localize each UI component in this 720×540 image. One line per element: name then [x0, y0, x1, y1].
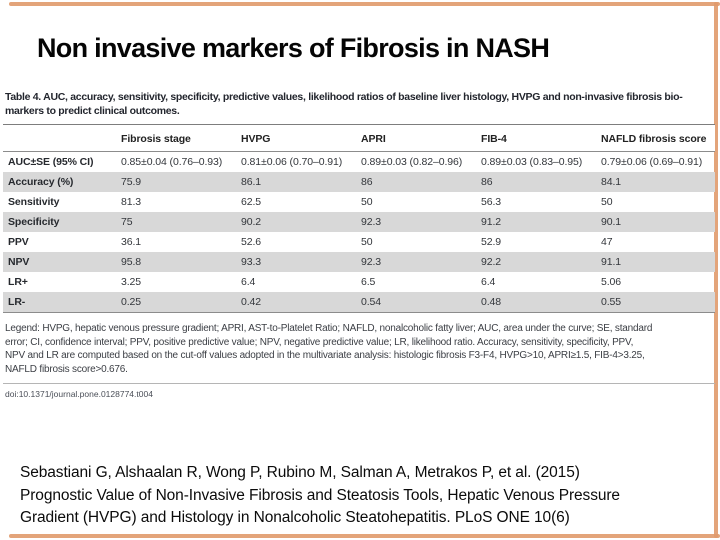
table-row: LR+ 3.25 6.4 6.5 6.4 5.06: [3, 272, 715, 292]
table-cell: 0.55: [596, 292, 715, 313]
row-label: LR-: [3, 292, 116, 313]
citation-line: Sebastiani G, Alshaalan R, Wong P, Rubin…: [20, 464, 580, 481]
table-cell: 6.4: [481, 276, 496, 288]
doi-text: doi:10.1371/journal.pone.0128774.t004: [5, 389, 153, 399]
table-figure: Table 4. AUC, accuracy, sensitivity, spe…: [3, 90, 715, 399]
table-cell: 0.48: [476, 292, 596, 313]
table-cell: 84.1: [601, 176, 622, 188]
table-cell: 6.5: [361, 276, 376, 288]
table-cell: 90.2: [241, 216, 262, 228]
table-cell: 52.6: [241, 236, 262, 248]
citation: Sebastiani G, Alshaalan R, Wong P, Rubin…: [20, 462, 620, 530]
table-body: AUC±SE (95% CI) 0.85±0.04 (0.76–0.93) 0.8…: [3, 152, 715, 313]
row-label: Specificity: [8, 216, 60, 228]
table-cell: 0.89±0.03 (0.82–0.96): [361, 156, 463, 168]
table-row: Sensitivity 81.3 62.5 50 56.3 50: [3, 192, 715, 212]
table-cell: 86.1: [241, 176, 262, 188]
slide-border-top: [9, 2, 720, 6]
column-header-fib4: FIB-4: [476, 124, 596, 152]
legend-line: NPV and LR are computed based on the cut…: [5, 350, 645, 361]
column-header-hvpg: HVPG: [236, 124, 356, 152]
table-cell: 91.1: [601, 256, 622, 268]
table-cell: 50: [361, 196, 373, 208]
table-cell: 52.9: [481, 236, 502, 248]
table-row: Specificity 75 90.2 92.3 91.2 90.1: [3, 212, 715, 232]
table-row: LR- 0.25 0.42 0.54 0.48 0.55: [3, 292, 715, 313]
table-cell: 86: [361, 176, 373, 188]
table-row: NPV 95.8 93.3 92.3 92.2 91.1: [3, 252, 715, 272]
row-label: PPV: [8, 236, 29, 248]
table-cell: 93.3: [241, 256, 262, 268]
table-cell: 90.1: [601, 216, 622, 228]
table-cell: 0.54: [356, 292, 476, 313]
table-cell: 92.3: [361, 216, 382, 228]
column-header-apri: APRI: [356, 124, 476, 152]
table-cell: 3.25: [121, 276, 142, 288]
table-cell: 0.85±0.04 (0.76–0.93): [121, 156, 223, 168]
table-row: Accuracy (%) 75.9 86.1 86 86 84.1: [3, 172, 715, 192]
citation-line: Gradient (HVPG) and Histology in Nonalco…: [20, 509, 570, 526]
data-table: Fibrosis stage HVPG APRI FIB-4 NAFLD fib…: [3, 124, 715, 313]
table-cell: 92.3: [361, 256, 382, 268]
table-cell: 47: [601, 236, 613, 248]
row-label: Sensitivity: [8, 196, 60, 208]
table-cell: 0.79±0.06 (0.69–0.91): [601, 156, 703, 168]
table-cell: 75.9: [121, 176, 142, 188]
figure-legend: Legend: HVPG, hepatic venous pressure gr…: [5, 322, 715, 376]
table-number-label: Table 4.: [5, 91, 41, 103]
table-cell: 81.3: [121, 196, 142, 208]
table-cell: 0.81±0.06 (0.70–0.91): [241, 156, 343, 168]
table-cell: 0.25: [116, 292, 236, 313]
slide-border-bottom: [9, 534, 720, 538]
table-header-row: Fibrosis stage HVPG APRI FIB-4 NAFLD fib…: [3, 124, 715, 152]
slide-border-right: [714, 2, 718, 538]
table-cell: 62.5: [241, 196, 262, 208]
table-cell: 5.06: [601, 276, 622, 288]
legend-line: error; CI, confidence interval; PPV, pos…: [5, 336, 634, 348]
caption-text: AUC, accuracy, sensitivity, specificity,…: [43, 91, 683, 103]
table-cell: 95.8: [121, 256, 142, 268]
slide-title: Non invasive markers of Fibrosis in NASH: [37, 33, 550, 63]
row-label: AUC±SE (95% CI): [8, 156, 94, 168]
table-row: PPV 36.1 52.6 50 52.9 47: [3, 232, 715, 252]
table-cell: 6.4: [241, 276, 256, 288]
figure-separator: [3, 383, 715, 384]
column-header-nafld-score: NAFLD fibrosis score: [596, 124, 715, 152]
row-label: NPV: [8, 256, 30, 268]
column-header-blank: [3, 124, 116, 152]
table-cell: 0.89±0.03 (0.83–0.95): [481, 156, 583, 168]
table-cell: 50: [601, 196, 613, 208]
table-cell: 86: [481, 176, 493, 188]
table-cell: 0.42: [236, 292, 356, 313]
table-cell: 36.1: [121, 236, 142, 248]
table-row: AUC±SE (95% CI) 0.85±0.04 (0.76–0.93) 0.8…: [3, 152, 715, 173]
column-header-fibrosis-stage: Fibrosis stage: [116, 124, 236, 152]
legend-line: NAFLD fibrosis score>0.676.: [5, 363, 128, 375]
caption-line-1: Table 4. AUC, accuracy, sensitivity, spe…: [5, 90, 715, 104]
caption-line-2: markers to predict clinical outcomes.: [5, 105, 180, 117]
row-label: LR+: [8, 276, 28, 288]
citation-line: Prognostic Value of Non-Invasive Fibrosi…: [20, 486, 620, 504]
table-cell: 92.2: [481, 256, 502, 268]
table-cell: 91.2: [481, 216, 502, 228]
table-cell: 50: [361, 236, 373, 248]
table-cell: 75: [121, 216, 133, 228]
legend-line: Legend: HVPG, hepatic venous pressure gr…: [5, 323, 653, 334]
table-cell: 56.3: [481, 196, 502, 208]
table-caption: Table 4. AUC, accuracy, sensitivity, spe…: [5, 90, 715, 118]
row-label: Accuracy (%): [8, 176, 74, 188]
